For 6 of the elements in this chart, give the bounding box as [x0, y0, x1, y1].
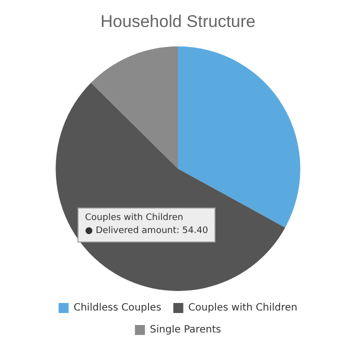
text: Couples with Children	[85, 212, 184, 223]
chart-title: Household Structure	[100, 12, 256, 31]
text: ● Delivered amount: 54.40	[85, 226, 208, 236]
legend-label: Couples with Children	[188, 302, 298, 314]
legend-label: Childless Couples	[74, 302, 162, 314]
legend-label: Single Parents	[150, 324, 222, 336]
